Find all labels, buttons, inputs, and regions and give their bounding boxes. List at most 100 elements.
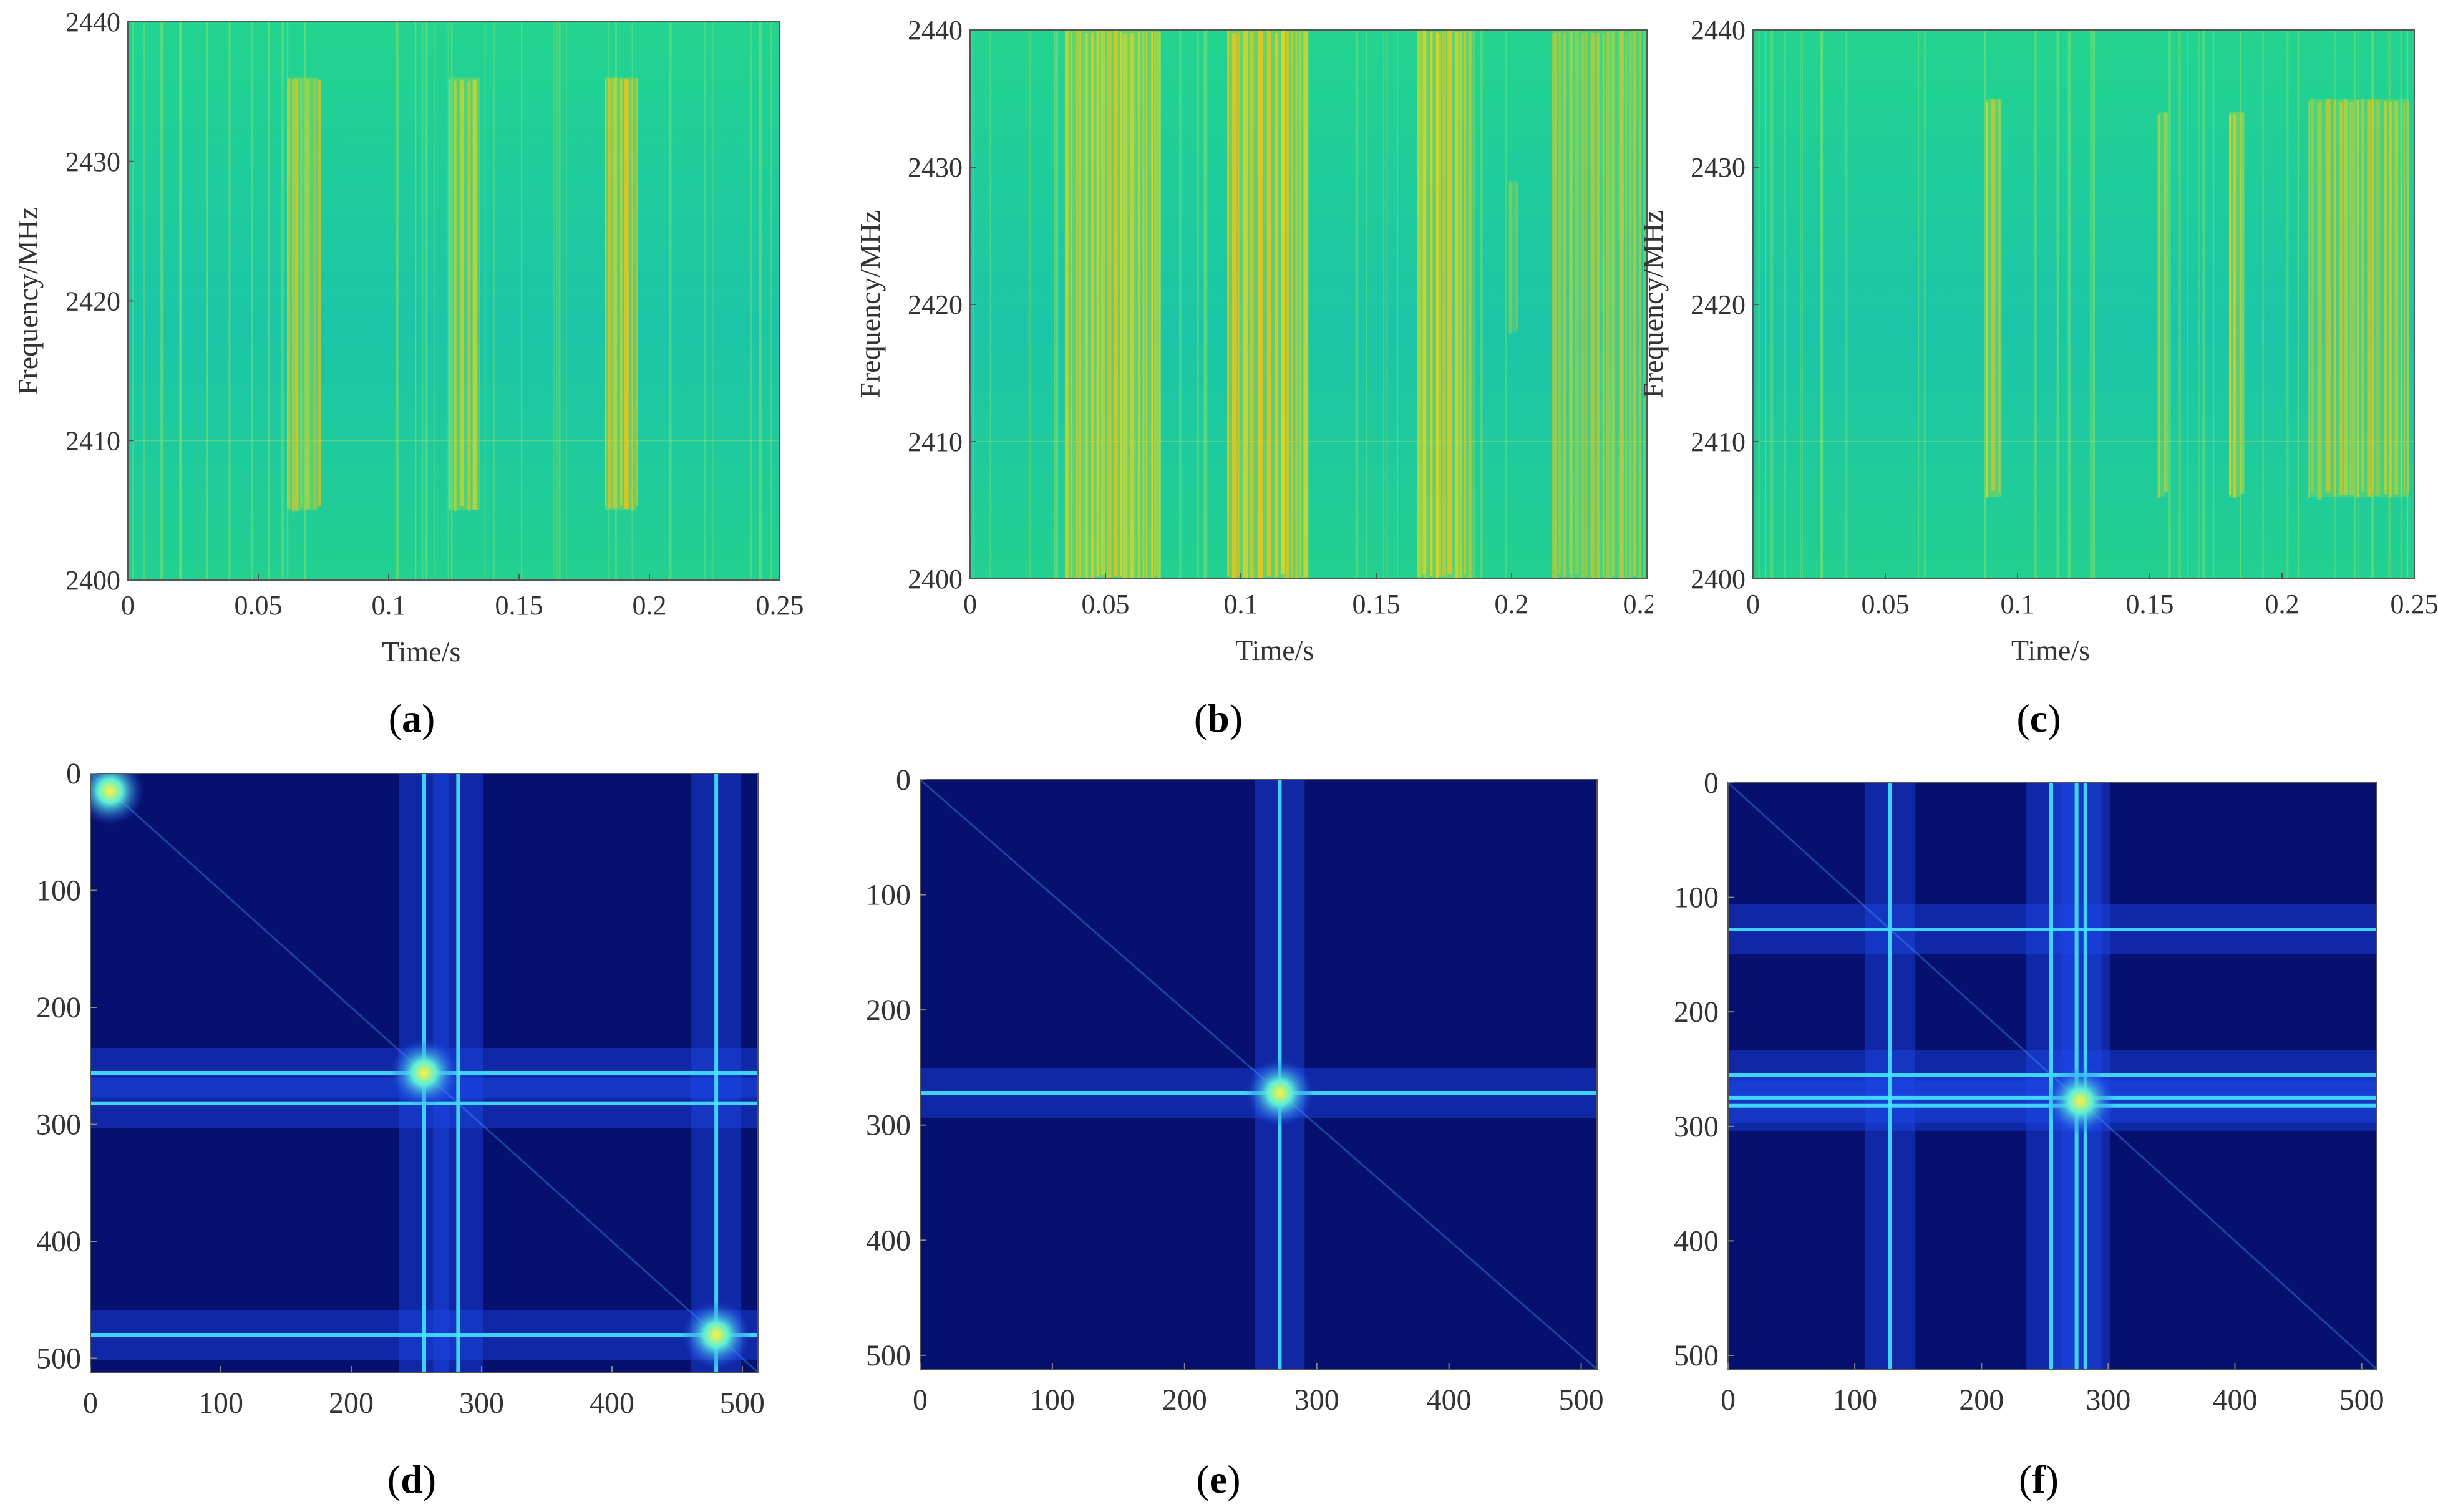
noise-line (750, 22, 752, 580)
noise-line (1845, 30, 1848, 579)
noise-line (770, 22, 772, 580)
plot-area (920, 780, 1597, 1369)
noise-line (1505, 30, 1507, 579)
noise-line (2198, 30, 2200, 579)
noise-line (228, 22, 231, 580)
burst-stripe (1435, 32, 1439, 578)
noise-line (1054, 30, 1056, 579)
noise-line (1121, 30, 1123, 579)
burst-stripe (1563, 32, 1566, 578)
y-tick-label: 500 (866, 1339, 911, 1372)
carrier-line (970, 441, 1647, 442)
carrier-line (1753, 441, 2414, 442)
plot-area (1753, 30, 2414, 579)
x-axis-label: Time/s (382, 636, 460, 667)
burst-stripe (1295, 32, 1298, 579)
hot-spot (2046, 1067, 2115, 1136)
noise-line (1056, 30, 1059, 579)
burst-stripe (2325, 99, 2331, 492)
noise-line (1355, 30, 1357, 579)
noise-line (415, 22, 417, 580)
noise-line (1480, 30, 1483, 579)
burst-stripe (1422, 31, 1427, 575)
x-tick-label: 0 (1721, 1384, 1736, 1417)
y-tick-label: 300 (36, 1108, 81, 1141)
burst-stripe (1585, 32, 1588, 577)
burst-stripe (1558, 31, 1562, 575)
noise-line (1570, 30, 1573, 579)
x-tick-label: 0 (1746, 589, 1760, 619)
burst-stripe (1064, 30, 1069, 578)
burst-stripe (2239, 112, 2245, 494)
x-axis-label: Time/s (1235, 634, 1314, 666)
burst-stripe (313, 78, 316, 510)
y-tick-label: 2420 (1691, 289, 1746, 320)
x-tick-label: 100 (198, 1387, 243, 1420)
noise-line (2297, 30, 2300, 579)
noise-line (2069, 30, 2071, 579)
burst-stripe (1100, 31, 1105, 575)
plot-area (90, 773, 758, 1372)
x-tick-label: 0.2 (633, 590, 667, 621)
correlation-line-vertical (714, 773, 719, 1372)
burst-stripe (1145, 32, 1147, 579)
noise-line (181, 22, 182, 580)
burst-stripe (1602, 33, 1605, 579)
burst-stripe (1606, 31, 1610, 579)
noise-line (425, 22, 428, 580)
noise-line (251, 22, 253, 580)
y-tick-label: 400 (866, 1224, 911, 1257)
burst-stripe (2311, 99, 2314, 493)
burst-stripe (1243, 31, 1248, 579)
hot-spot (682, 1301, 751, 1369)
x-tick-label: 0.25 (2391, 589, 2438, 619)
noise-line (206, 22, 208, 580)
x-tick-label: 0.15 (1353, 589, 1401, 619)
y-axis-label: Frequency/MHz (12, 207, 44, 395)
burst-stripe (1249, 31, 1254, 579)
noise-line (1083, 30, 1084, 579)
x-tick-label: 0.2 (2265, 589, 2300, 619)
burst-stripe (608, 78, 612, 508)
plot-area (970, 30, 1647, 579)
chart-a: 0 0.05 0.1 0.15 0.2 0.25 2400 2410 2420 2430 2440 T… (12, 7, 804, 667)
y-tick-label: 100 (36, 875, 81, 908)
burst-stripe (2389, 102, 2393, 498)
caption-c: (c) (2016, 696, 2061, 740)
noise-line (447, 22, 450, 580)
y-tick-label: 2400 (66, 565, 120, 596)
noise-line (268, 22, 270, 580)
noise-line (704, 22, 706, 580)
y-tick-label: 500 (1674, 1339, 1719, 1372)
noise-line (989, 30, 992, 579)
burst-stripe (286, 79, 290, 508)
noise-line (1077, 30, 1081, 579)
noise-line (484, 22, 486, 580)
y-tick-label: 2410 (908, 427, 963, 457)
burst-stripe (294, 79, 299, 511)
burst-stripe (631, 79, 633, 511)
noise-line (1771, 30, 1774, 579)
noise-line (180, 22, 183, 580)
burst-stripe (1114, 30, 1118, 576)
x-tick-label: 200 (329, 1387, 374, 1420)
x-tick-label: 0.15 (2126, 589, 2174, 619)
noise-line (2262, 30, 2265, 579)
burst-stripe (1569, 31, 1571, 574)
noise-line (1203, 30, 1205, 579)
noise-line (1612, 30, 1615, 579)
chart-c: 0 0.05 0.1 0.15 0.2 0.25 2400 2410 2420 2430 2440 T… (1637, 15, 2438, 666)
y-tick-label: 300 (1674, 1110, 1719, 1143)
noise-line (2168, 30, 2171, 579)
x-axis-label: Time/s (2011, 634, 2090, 666)
noise-line (493, 22, 495, 580)
y-tick-label: 400 (1674, 1224, 1719, 1258)
burst-stripe (1129, 33, 1135, 579)
burst-stripe (1151, 32, 1153, 579)
y-tick-label: 2430 (66, 147, 120, 177)
noise-line (2178, 30, 2181, 579)
correlation-line-horizontal (90, 1333, 758, 1337)
noise-line (1029, 30, 1031, 579)
